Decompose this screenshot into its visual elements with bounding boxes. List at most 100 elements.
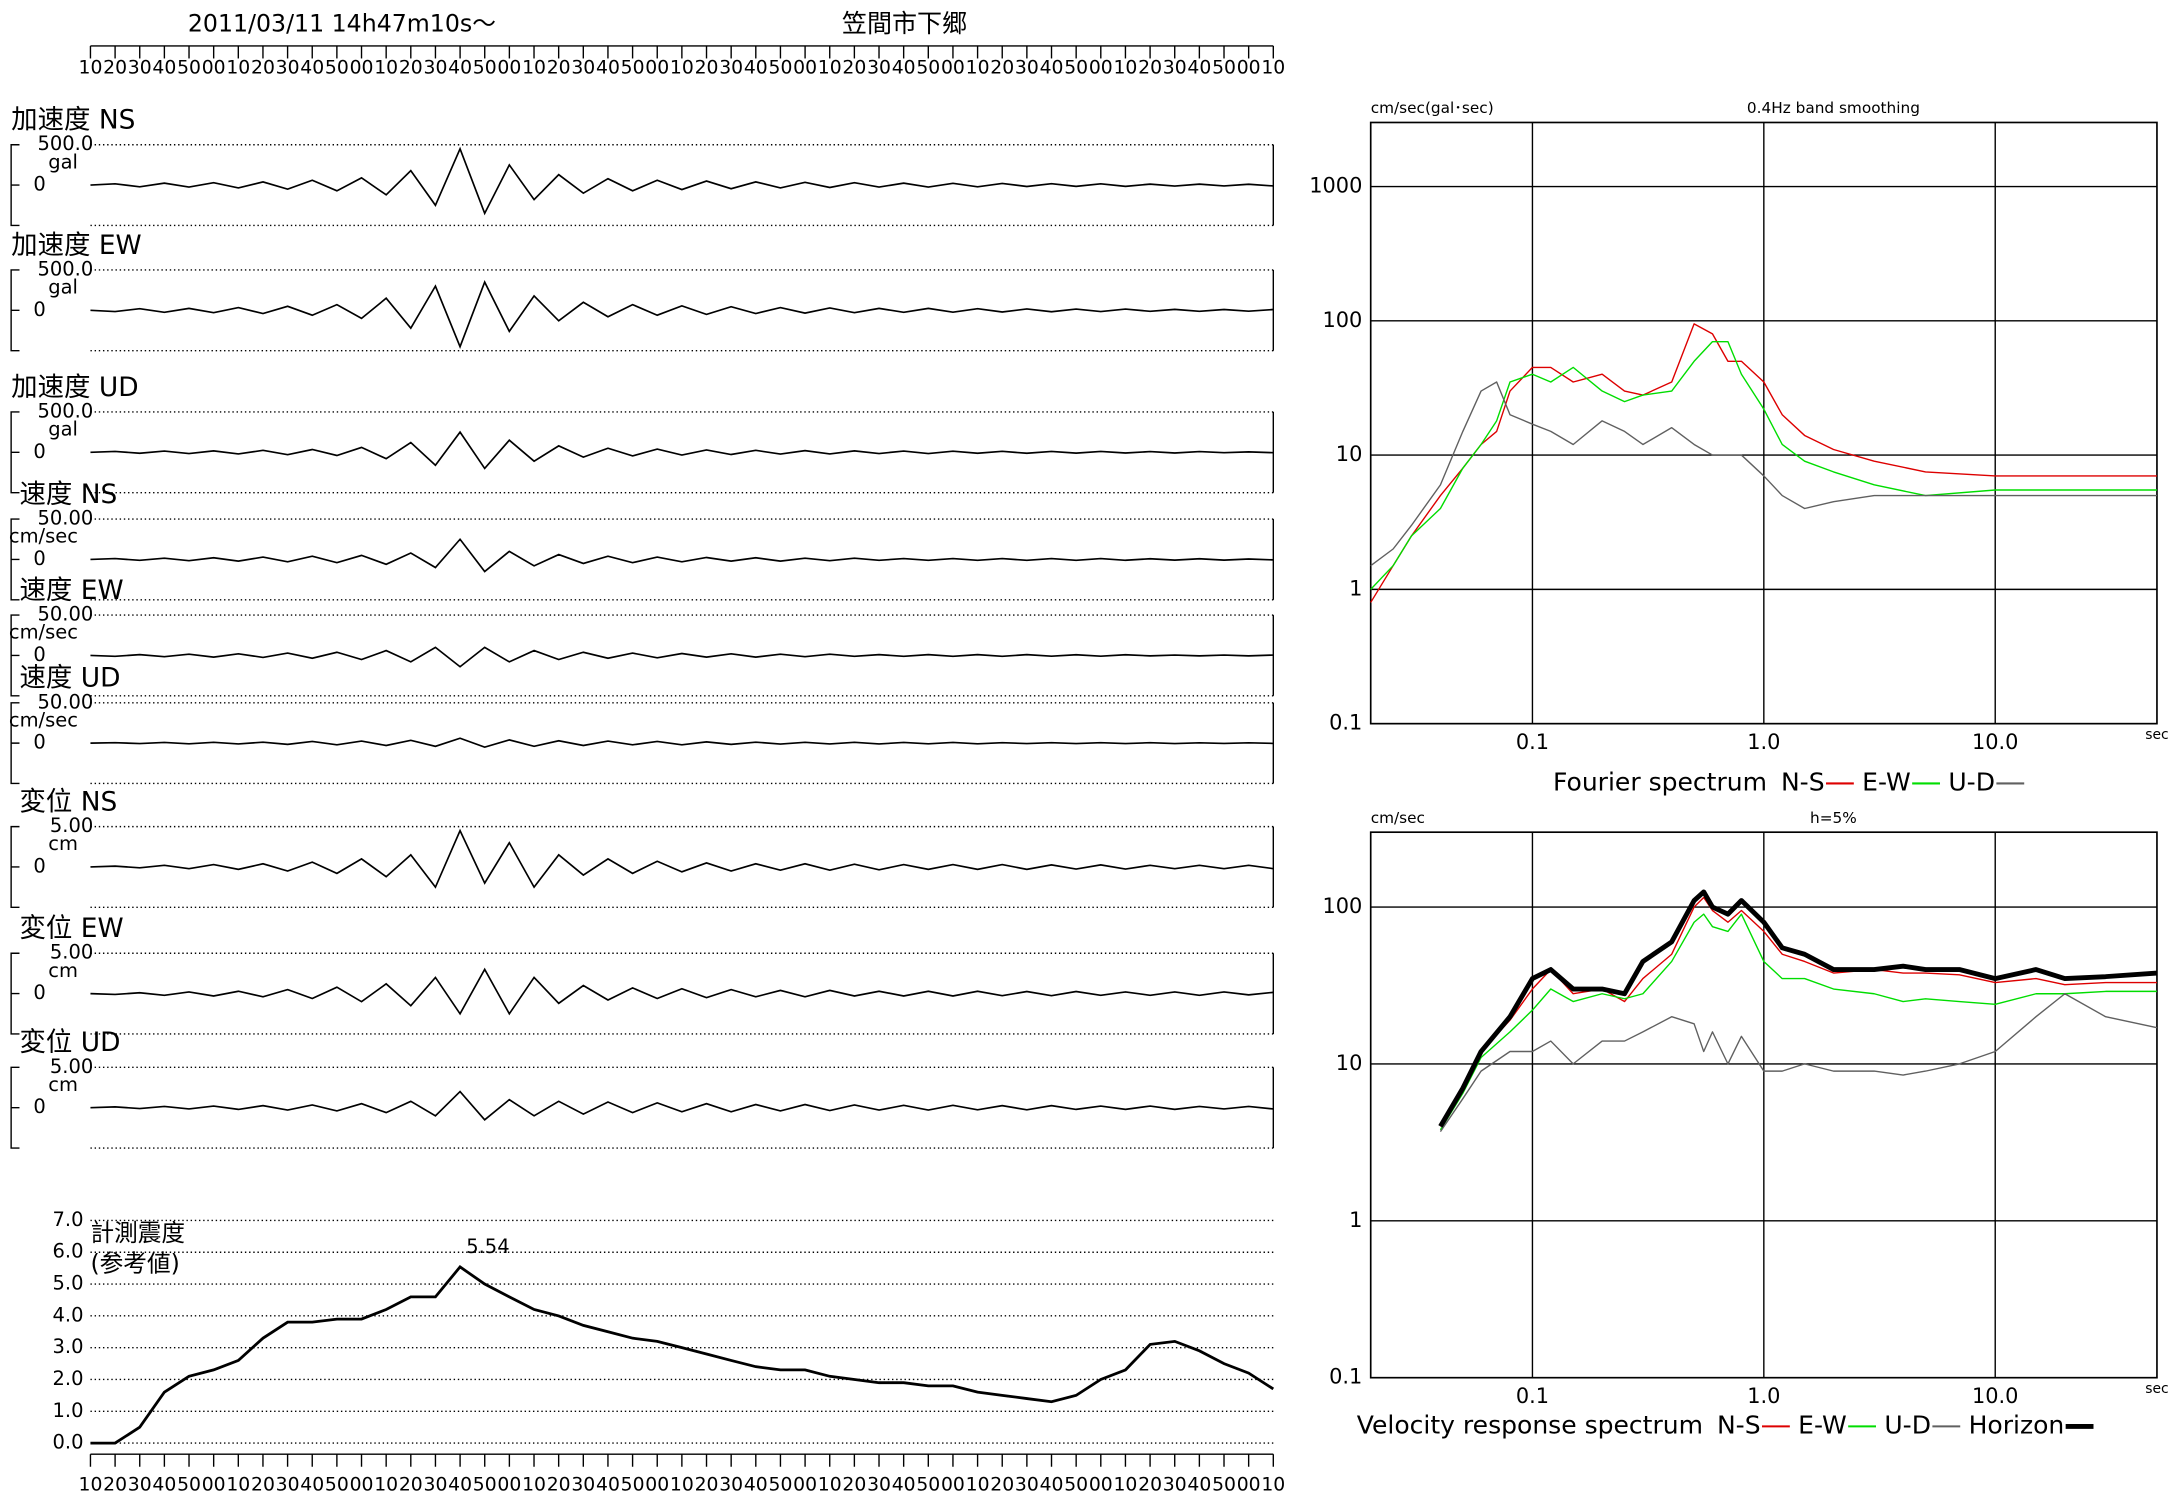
spectrum-line [1370, 381, 2157, 567]
y-axis-label: (参考値) [90, 1249, 179, 1277]
waveform [90, 146, 1274, 216]
y-tick-label: 50.00 [37, 507, 93, 530]
x-tick-label: 50 [473, 58, 497, 79]
y-tick-label: 0.0 [53, 1431, 84, 1454]
x-tick-label: 00 [793, 58, 817, 79]
x-tick-label: 30 [1015, 58, 1039, 79]
y-tick-label: 5.00 [50, 941, 93, 964]
unit-label: cm [48, 832, 78, 855]
unit-label: cm [48, 1073, 78, 1096]
x-tick-label: 30 [571, 58, 595, 79]
y-axis-label: cm/sec(gal･sec) [1371, 99, 1494, 117]
x-tick-label: 10 [1113, 58, 1137, 79]
y-tick-label: 0 [33, 643, 45, 666]
x-tick-label: 00 [497, 58, 521, 79]
x-tick-label: 50 [621, 1474, 645, 1495]
waveform [90, 737, 1274, 749]
x-tick-label: 20 [842, 1474, 866, 1495]
y-tick-label: 100 [1323, 894, 1363, 918]
x-tick-label: 50 [916, 1474, 940, 1495]
y-axis-label: 計測震度 [90, 1219, 185, 1247]
x-tick-label: 10.0 [1972, 1384, 2018, 1408]
waveform [90, 646, 1274, 668]
y-tick-label: 10 [1336, 1051, 1363, 1075]
x-tick-label: 30 [719, 1474, 743, 1495]
y-tick-label: 6.0 [53, 1240, 84, 1263]
panel-bracket [10, 144, 20, 227]
x-tick-label: 20 [1138, 1474, 1162, 1495]
x-tick-label: 30 [1163, 1474, 1187, 1495]
y-tick-label: 0 [33, 440, 45, 463]
x-tick-label: 10 [226, 58, 250, 79]
legend-label: U-D [1948, 767, 1995, 796]
panel-label: 速度 NS [19, 479, 117, 510]
y-tick-label: 500.0 [37, 257, 93, 280]
x-tick-label: 10 [966, 1474, 990, 1495]
x-tick-label: 20 [547, 1474, 571, 1495]
panel-bracket [10, 952, 20, 1035]
x-tick-label: 00 [497, 1474, 521, 1495]
y-tick-label: 0 [33, 547, 45, 570]
y-tick-label: 1 [1349, 1208, 1362, 1232]
x-tick-label: 10.0 [1972, 730, 2018, 754]
x-tick-label: 40 [448, 1474, 472, 1495]
x-tick-label: 10 [522, 1474, 546, 1495]
x-tick-label: 1.0 [1747, 1384, 1780, 1408]
x-tick-label: 00 [202, 1474, 226, 1495]
panel-bracket [10, 825, 20, 909]
panel-bracket [10, 614, 20, 697]
x-tick-label: 0.1 [1516, 730, 1549, 754]
x-tick-label: 10 [79, 58, 103, 79]
plot-title: h=5% [1810, 809, 1857, 827]
x-tick-label: 20 [990, 1474, 1014, 1495]
y-tick-label: 0 [33, 298, 45, 321]
y-tick-label: 0.1 [1329, 1365, 1362, 1389]
y-tick-label: 1 [1349, 576, 1362, 600]
unit-label: cm/sec [9, 708, 78, 731]
y-tick-label: 0 [33, 854, 45, 877]
x-tick-label: 40 [1040, 1474, 1064, 1495]
x-tick-label: 40 [448, 58, 472, 79]
x-tick-label: 10 [374, 1474, 398, 1495]
x-tick-label: 40 [744, 1474, 768, 1495]
x-tick-label: 50 [769, 1474, 793, 1495]
x-tick-label: 00 [941, 1474, 965, 1495]
x-tick-label: 1.0 [1747, 730, 1780, 754]
x-tick-label: 10 [670, 1474, 694, 1495]
legend-label: Horizon [1969, 1410, 2065, 1439]
waveform [90, 280, 1274, 349]
x-tick-label: 10 [79, 1474, 103, 1495]
plot-title: 0.4Hz band smoothing [1747, 99, 1920, 117]
x-tick-label: 00 [1237, 1474, 1261, 1495]
x-tick-label: 20 [547, 58, 571, 79]
x-tick-label: 30 [1015, 1474, 1039, 1495]
x-tick-label: 30 [128, 58, 152, 79]
x-tick-label: 20 [990, 58, 1014, 79]
x-tick-label: 40 [744, 58, 768, 79]
x-tick-label: 30 [276, 58, 300, 79]
panel-label: 速度 UD [19, 663, 120, 694]
x-tick-label: 20 [695, 1474, 719, 1495]
x-tick-label: 30 [719, 58, 743, 79]
unit-label: gal [48, 150, 78, 173]
x-tick-label: 50 [325, 1474, 349, 1495]
unit-label: gal [48, 418, 78, 441]
x-tick-label: 40 [892, 1474, 916, 1495]
y-tick-label: 10 [1336, 442, 1363, 466]
x-tick-label: 00 [350, 58, 374, 79]
x-tick-label: 30 [867, 58, 891, 79]
x-tick-label: 00 [350, 1474, 374, 1495]
x-tick-label: 20 [103, 1474, 127, 1495]
legend-label: E-W [1862, 767, 1911, 796]
x-tick-label: 20 [103, 58, 127, 79]
panel-label: 加速度 UD [11, 372, 138, 403]
y-tick-label: 1.0 [53, 1399, 84, 1422]
spectrum-line [1439, 993, 2158, 1133]
x-tick-label: 00 [1089, 58, 1113, 79]
x-tick-label: 30 [867, 1474, 891, 1495]
waveform [90, 537, 1274, 573]
y-tick-label: 50.00 [37, 690, 93, 713]
y-tick-label: 500.0 [37, 399, 93, 422]
x-tick-label: 50 [473, 1474, 497, 1495]
